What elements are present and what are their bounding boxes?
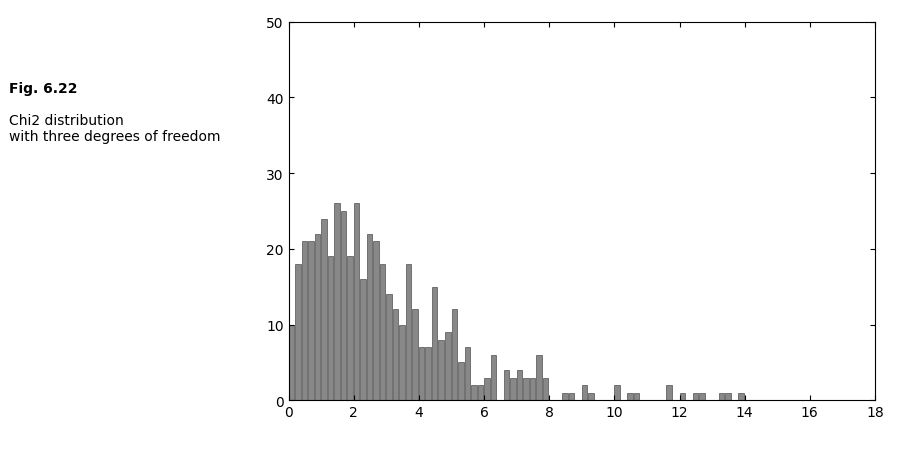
Bar bbox=[536, 355, 542, 400]
Bar bbox=[719, 393, 724, 400]
Bar bbox=[477, 385, 483, 400]
Bar bbox=[523, 378, 529, 400]
Bar bbox=[321, 219, 327, 400]
Bar bbox=[517, 370, 522, 400]
Bar bbox=[543, 378, 548, 400]
Bar bbox=[667, 385, 672, 400]
Bar bbox=[725, 393, 731, 400]
Bar bbox=[289, 325, 294, 400]
Bar bbox=[347, 257, 353, 400]
Bar bbox=[569, 393, 575, 400]
Bar bbox=[634, 393, 640, 400]
Bar bbox=[301, 242, 308, 400]
Bar bbox=[699, 393, 704, 400]
Bar bbox=[562, 393, 567, 400]
Bar bbox=[438, 340, 444, 400]
Bar bbox=[491, 355, 496, 400]
Bar bbox=[614, 385, 620, 400]
Bar bbox=[628, 393, 633, 400]
Bar bbox=[432, 287, 437, 400]
Bar bbox=[511, 378, 516, 400]
Text: Fig. 6.22: Fig. 6.22 bbox=[9, 82, 78, 96]
Text: Chi2 distribution
with three degrees of freedom: Chi2 distribution with three degrees of … bbox=[9, 114, 220, 144]
Bar bbox=[679, 393, 685, 400]
Bar bbox=[484, 378, 490, 400]
Bar bbox=[354, 204, 359, 400]
Bar bbox=[295, 264, 300, 400]
Bar bbox=[426, 348, 431, 400]
Bar bbox=[400, 325, 405, 400]
Bar bbox=[471, 385, 476, 400]
Bar bbox=[465, 348, 470, 400]
Bar bbox=[327, 257, 333, 400]
Bar bbox=[419, 348, 425, 400]
Bar bbox=[315, 234, 320, 400]
Bar bbox=[341, 212, 346, 400]
Bar bbox=[503, 370, 509, 400]
Bar bbox=[693, 393, 698, 400]
Bar bbox=[373, 242, 379, 400]
Bar bbox=[588, 393, 594, 400]
Bar bbox=[380, 264, 385, 400]
Bar bbox=[335, 204, 340, 400]
Bar bbox=[445, 333, 450, 400]
Bar bbox=[582, 385, 587, 400]
Bar bbox=[529, 378, 535, 400]
Bar bbox=[360, 279, 366, 400]
Bar bbox=[308, 242, 314, 400]
Bar bbox=[412, 310, 418, 400]
Bar bbox=[386, 295, 391, 400]
Bar bbox=[406, 264, 411, 400]
Bar bbox=[738, 393, 743, 400]
Bar bbox=[367, 234, 373, 400]
Bar bbox=[458, 363, 464, 400]
Bar bbox=[393, 310, 399, 400]
Bar bbox=[452, 310, 457, 400]
